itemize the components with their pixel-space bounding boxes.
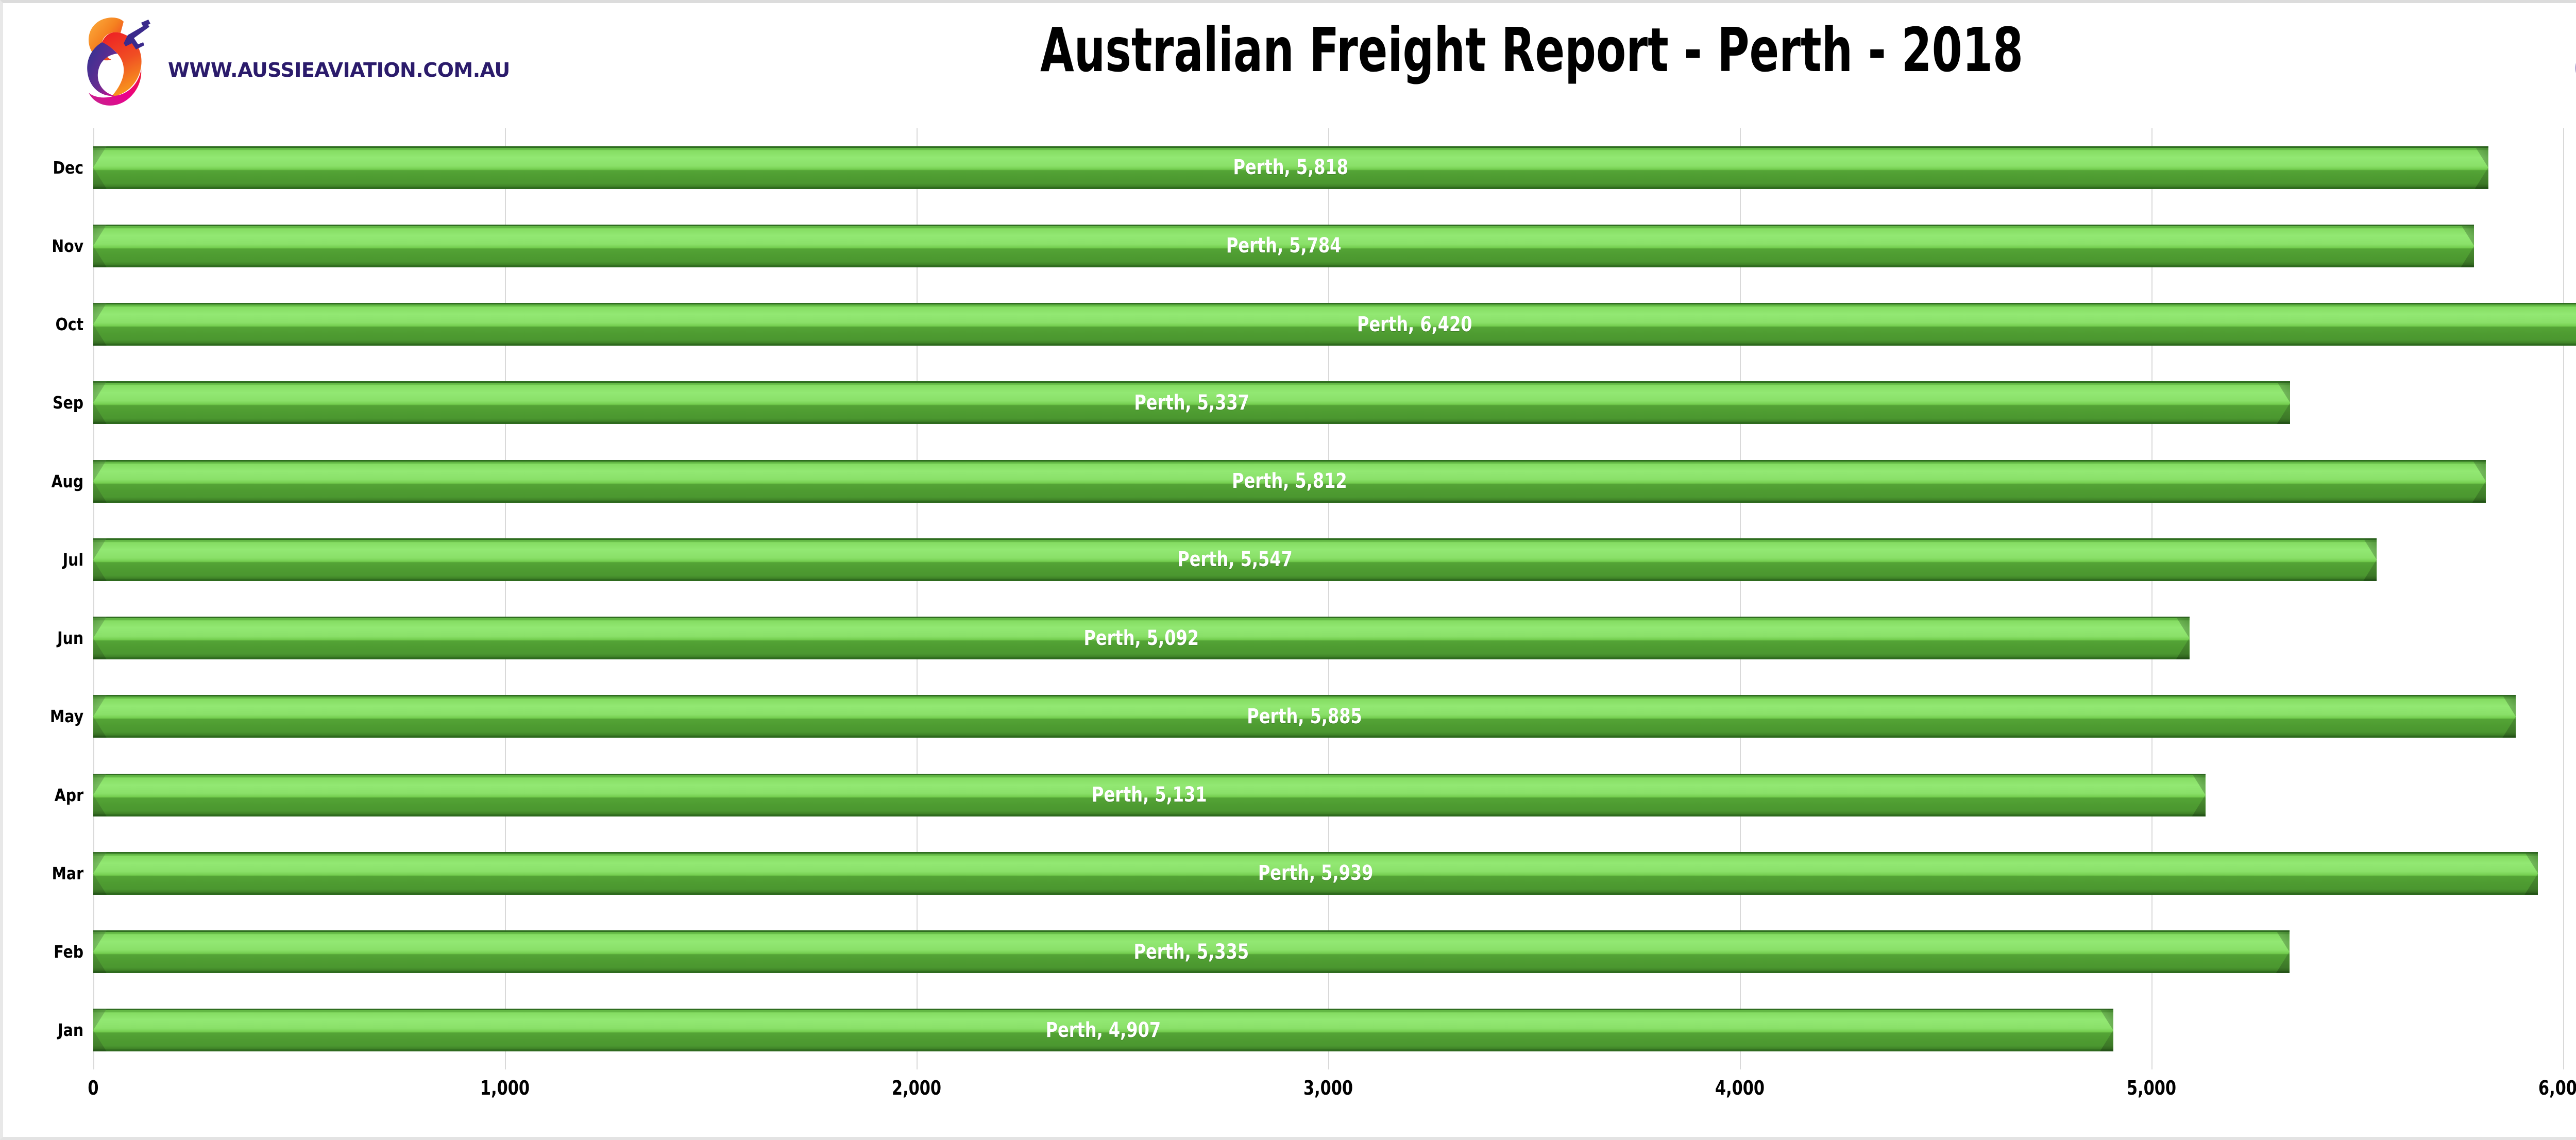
y-category-label: Jun bbox=[57, 628, 84, 649]
bar-fill bbox=[93, 381, 2291, 424]
bar[interactable]: Perth, 5,335 bbox=[93, 930, 2290, 974]
bar[interactable]: Perth, 6,420 bbox=[93, 303, 2576, 346]
bar[interactable]: Perth, 5,784 bbox=[93, 224, 2475, 267]
x-tick-label: 2,000 bbox=[891, 1077, 942, 1099]
chart-row: Mar Perth, 5,939 bbox=[52, 834, 2576, 912]
chart-row: Jul Perth, 5,547 bbox=[63, 520, 2576, 599]
bar[interactable]: Perth, 5,812 bbox=[93, 460, 2486, 503]
x-tick-label: 1,000 bbox=[480, 1077, 530, 1099]
bar-fill bbox=[93, 852, 2538, 895]
aussie-aviation-logo-icon bbox=[80, 12, 163, 110]
bar-fill bbox=[93, 617, 2190, 660]
bar[interactable]: Perth, 5,885 bbox=[93, 695, 2516, 738]
chart-row: Sep Perth, 5,337 bbox=[53, 364, 2576, 442]
gridline bbox=[505, 128, 506, 1069]
gridline bbox=[1740, 128, 1741, 1069]
y-category-label: Aug bbox=[51, 471, 84, 491]
bar[interactable]: Perth, 5,337 bbox=[93, 381, 2291, 424]
bar[interactable]: Perth, 5,818 bbox=[93, 146, 2488, 189]
page-title: Australian Freight Report - Perth - 2018 bbox=[1040, 14, 2023, 86]
bar-fill bbox=[93, 773, 2206, 816]
y-category-label: Nov bbox=[52, 235, 84, 256]
bar-fill bbox=[93, 460, 2486, 503]
x-tick-label: 0 bbox=[88, 1077, 99, 1099]
bar[interactable]: Perth, 4,907 bbox=[93, 1009, 2113, 1052]
chart-row: Oct Perth, 6,420 bbox=[56, 285, 2576, 364]
x-tick-label: 5,000 bbox=[2126, 1077, 2177, 1099]
gridline bbox=[2151, 128, 2153, 1069]
y-category-label: Dec bbox=[53, 157, 84, 178]
bar[interactable]: Perth, 5,939 bbox=[93, 852, 2538, 895]
gridline bbox=[917, 128, 918, 1069]
y-category-label: May bbox=[50, 706, 84, 727]
gridline bbox=[1328, 128, 1329, 1069]
bar[interactable]: Perth, 5,092 bbox=[93, 617, 2190, 660]
chart-row: Aug Perth, 5,812 bbox=[52, 442, 2576, 520]
x-tick-label: 3,000 bbox=[1303, 1077, 1353, 1099]
bar-fill bbox=[93, 224, 2475, 267]
gridline bbox=[93, 128, 94, 1069]
chart-row: May Perth, 5,885 bbox=[50, 677, 2576, 756]
chart-row: Jun Perth, 5,092 bbox=[57, 599, 2576, 677]
y-category-label: Apr bbox=[54, 785, 84, 805]
bar-fill bbox=[93, 146, 2488, 189]
bar-fill bbox=[93, 695, 2516, 738]
chart-row: Feb Perth, 5,335 bbox=[54, 913, 2576, 991]
bar-fill bbox=[93, 303, 2576, 346]
plot-inner: Dec Perth, 5,818 Nov Perth, 5,784 Oct Perth, … bbox=[50, 128, 2576, 1069]
gridline bbox=[2563, 128, 2564, 1069]
bar-fill bbox=[93, 1009, 2113, 1052]
bar[interactable]: Perth, 5,547 bbox=[93, 538, 2377, 581]
bar-fill bbox=[93, 538, 2377, 581]
logo-right[interactable]: WWW.AUSSIEAVIATION.COM.AU bbox=[2569, 12, 2576, 110]
chart-row: Dec Perth, 5,818 bbox=[53, 128, 2576, 207]
plot-area: Dec Perth, 5,818 Nov Perth, 5,784 Oct Perth, … bbox=[50, 128, 2576, 1069]
chart-header: WWW.AUSSIEAVIATION.COM.AU Australian Fre… bbox=[3, 3, 2576, 127]
y-category-label: Sep bbox=[53, 393, 84, 413]
aussie-aviation-logo-icon bbox=[2569, 12, 2576, 110]
x-tick-label: 6,000 bbox=[2538, 1077, 2576, 1099]
y-category-label: Jul bbox=[62, 549, 84, 570]
y-category-label: Mar bbox=[52, 863, 84, 883]
logo-url-text: WWW.AUSSIEAVIATION.COM.AU bbox=[168, 59, 510, 81]
y-category-label: Oct bbox=[55, 314, 84, 335]
chart-row: Jan Perth, 4,907 bbox=[58, 991, 2576, 1069]
chart-row: Apr Perth, 5,131 bbox=[55, 756, 2576, 834]
y-category-label: Feb bbox=[54, 942, 84, 962]
x-tick-label: 4,000 bbox=[1715, 1077, 1765, 1099]
bar[interactable]: Perth, 5,131 bbox=[93, 773, 2206, 816]
y-category-label: Jan bbox=[58, 1020, 84, 1041]
logo-left[interactable]: WWW.AUSSIEAVIATION.COM.AU bbox=[80, 12, 510, 110]
chart-row: Nov Perth, 5,784 bbox=[52, 207, 2576, 285]
bar-fill bbox=[93, 930, 2290, 974]
